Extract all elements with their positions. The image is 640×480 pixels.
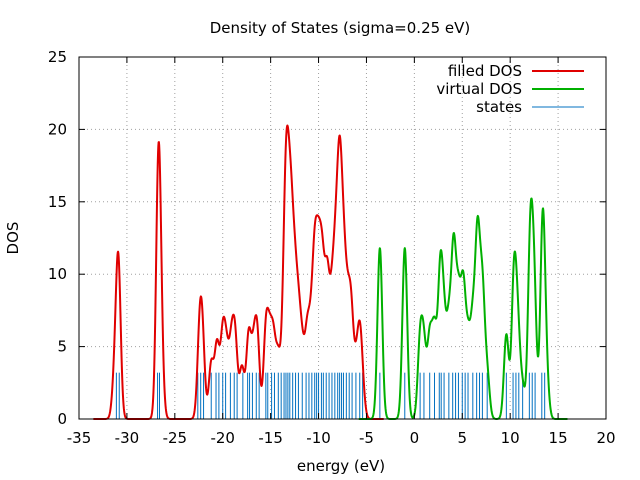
x-tick-label: 15 — [549, 429, 568, 447]
y-tick-label: 25 — [48, 48, 67, 66]
y-tick-label: 20 — [48, 120, 67, 138]
x-axis-label: energy (eV) — [297, 457, 385, 475]
legend: filled DOS virtual DOS states — [436, 62, 584, 116]
x-tick-label: 5 — [457, 429, 467, 447]
legend-label-states: states — [476, 98, 522, 116]
x-tick-label: -10 — [306, 429, 331, 447]
legend-label-virtual: virtual DOS — [436, 80, 522, 98]
y-tick-label: 15 — [48, 193, 67, 211]
chart-title: Density of States (sigma=0.25 eV) — [210, 19, 471, 37]
y-tick-label: 10 — [48, 265, 67, 283]
legend-label-filled: filled DOS — [448, 62, 522, 80]
x-tick-labels: -35 -30 -25 -20 -15 -10 -5 0 5 10 15 20 — [67, 429, 616, 447]
x-tick-label: 20 — [596, 429, 615, 447]
x-tick-label: 0 — [410, 429, 420, 447]
x-tick-label: -30 — [115, 429, 140, 447]
axis-ticks — [78, 56, 607, 420]
y-tick-label: 5 — [57, 338, 67, 356]
y-axis-label: DOS — [4, 222, 22, 255]
x-tick-label: -25 — [163, 429, 188, 447]
x-tick-label: -15 — [258, 429, 283, 447]
x-tick-label: -5 — [359, 429, 374, 447]
x-tick-label: -20 — [210, 429, 235, 447]
y-tick-label: 0 — [57, 410, 67, 428]
x-tick-label: 10 — [501, 429, 520, 447]
filled-dos-line — [92, 124, 385, 420]
x-tick-label: -35 — [67, 429, 92, 447]
states-series — [115, 372, 546, 419]
dos-series — [92, 124, 569, 420]
plot-frame — [78, 56, 607, 420]
virtual-dos-line — [358, 197, 569, 420]
y-tick-labels: 0 5 10 15 20 25 — [48, 48, 67, 428]
grid — [79, 57, 606, 419]
